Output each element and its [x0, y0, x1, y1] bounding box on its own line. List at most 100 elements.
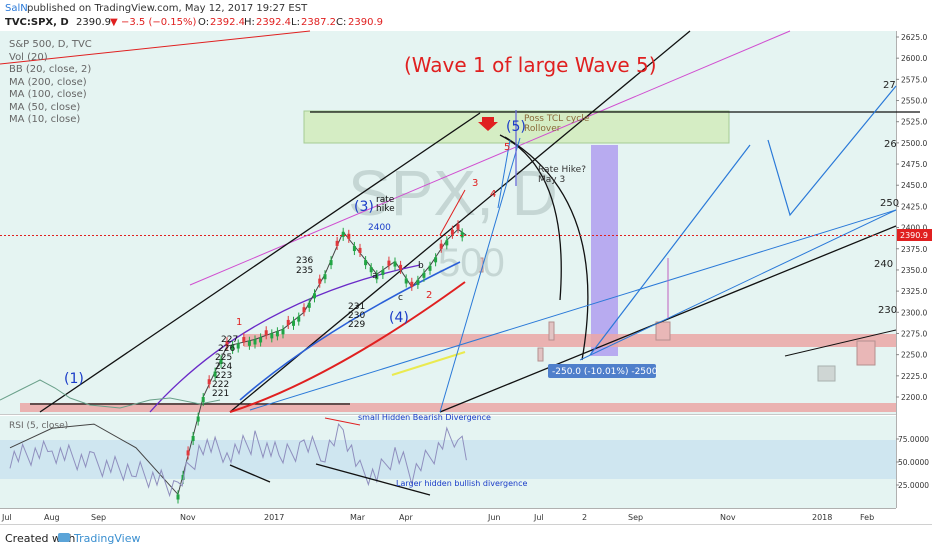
author-link[interactable]: SalN: [5, 3, 28, 14]
time-tick-label: Aug: [44, 513, 60, 522]
price-pane[interactable]: [0, 31, 896, 414]
time-tick-label: Nov: [180, 513, 196, 522]
candle: [375, 274, 379, 280]
bear-divergence-label: small Hidden Bearish Divergence: [358, 413, 491, 422]
rollover-label: Rollover: [524, 124, 561, 134]
rising-wedge-upper[interactable]: [39, 112, 481, 413]
price-axis[interactable]: [896, 31, 932, 508]
projection-path[interactable]: [767, 85, 897, 217]
open-label: O:: [198, 17, 210, 28]
count-229: 229: [348, 320, 365, 330]
price-tick-label: 2625.0: [901, 33, 927, 42]
projection-box: [655, 321, 671, 341]
low-label: L:: [291, 17, 300, 28]
time-tick-label: Sep: [91, 513, 106, 522]
candle: [196, 416, 200, 422]
blue-channel-line[interactable]: [249, 209, 897, 411]
count-231: 231: [348, 302, 365, 312]
projection-box: [537, 347, 544, 362]
symbol-line: TVC:SPX, D 2390.9 ▼ −3.5 (−0.15%) O: 239…: [0, 17, 932, 31]
hike-label: hike: [376, 204, 395, 214]
candle: [176, 494, 180, 500]
price-tick-label: 2525.0: [901, 118, 927, 127]
price-tick-label: 2325.0: [901, 287, 927, 296]
candle: [445, 240, 449, 246]
open-value: 2392.4: [210, 17, 245, 28]
candle: [201, 397, 205, 403]
count-221: 221: [212, 389, 229, 399]
count-223: 223: [215, 371, 232, 381]
candle: [286, 319, 290, 325]
right-label-27: 27: [883, 80, 896, 91]
short-support-line[interactable]: [784, 329, 897, 357]
time-axis[interactable]: [0, 508, 932, 524]
candle: [329, 260, 333, 266]
support-zone: [244, 334, 896, 347]
candle: [307, 302, 311, 308]
count-226: 226: [218, 344, 235, 354]
time-tick-label: Jul: [533, 513, 544, 522]
candle: [439, 243, 443, 249]
candle: [207, 379, 211, 385]
price-tick-label: 2300.0: [901, 308, 927, 317]
candle: [364, 260, 368, 266]
close-value: 2390.9: [348, 17, 383, 28]
long-support-line[interactable]: [439, 225, 897, 413]
price-tick-label: 2350.0: [901, 266, 927, 275]
brand-link[interactable]: TradingView: [74, 532, 141, 545]
footer: Created with TradingView: [0, 524, 932, 551]
price-tick-label: 2225.0: [901, 372, 927, 381]
high-value: 2392.4: [256, 17, 291, 28]
rsi-tick-label: 75.0000: [898, 435, 929, 444]
candle: [399, 264, 403, 270]
arc-curve-2[interactable]: [504, 136, 589, 361]
candle: [456, 224, 460, 230]
candle: [318, 278, 322, 284]
wave-arrow: [497, 139, 511, 209]
down-triangle-icon: ▼: [110, 17, 118, 28]
minor-3: 3: [472, 178, 478, 189]
legend-item[interactable]: BB (20, close, 2): [9, 64, 92, 75]
wave-4-label: (4): [389, 310, 409, 326]
legend-title[interactable]: S&P 500, D, TVC: [9, 39, 92, 50]
time-tick-label: Apr: [399, 513, 414, 522]
blue-channel-line-2[interactable]: [579, 209, 897, 361]
symbol[interactable]: TVC:SPX, D: [5, 17, 69, 28]
count-222: 222: [212, 380, 229, 390]
red-trendline[interactable]: [0, 30, 311, 65]
candle: [292, 320, 295, 326]
projection-up[interactable]: [589, 144, 751, 356]
legend-item[interactable]: MA (200, close): [9, 76, 87, 88]
price-tick-label: 2475.0: [901, 160, 927, 169]
legend-item[interactable]: MA (100, close): [9, 89, 87, 100]
legend-item[interactable]: Vol (20): [9, 51, 48, 63]
candle: [381, 269, 385, 276]
tradingview-logo-icon: [58, 533, 70, 542]
candle: [225, 341, 229, 347]
yellow-line: [391, 351, 466, 376]
candle: [181, 474, 185, 481]
legend-item[interactable]: MA (10, close): [9, 114, 81, 125]
price-tick-label: 2250.0: [901, 351, 927, 360]
rsi-line[interactable]: [9, 422, 467, 498]
candle: [270, 333, 274, 339]
minor-5: 5: [504, 142, 510, 153]
candle: [281, 329, 285, 335]
rsi-bull-divergence-line: [315, 463, 431, 496]
main-annotation: (Wave 1 of large Wave 5): [404, 53, 657, 77]
price-tick-label: 2200.0: [901, 393, 927, 402]
count-236: 236: [296, 256, 313, 266]
time-tick-label: Jun: [487, 513, 501, 522]
close-label: C:: [336, 17, 347, 28]
rsi-bear-divergence-line: [324, 417, 361, 426]
rate-label: rate: [376, 195, 395, 205]
candle: [450, 229, 454, 235]
legend-item[interactable]: MA (50, close): [9, 101, 81, 113]
rsi-divergence-line: [229, 464, 271, 483]
price-tick-label: 2450.0: [901, 181, 927, 190]
label-b: b: [418, 261, 424, 271]
high-label: H:: [244, 17, 255, 28]
rsi-band: [0, 440, 896, 479]
minor-1: 1: [236, 317, 242, 328]
